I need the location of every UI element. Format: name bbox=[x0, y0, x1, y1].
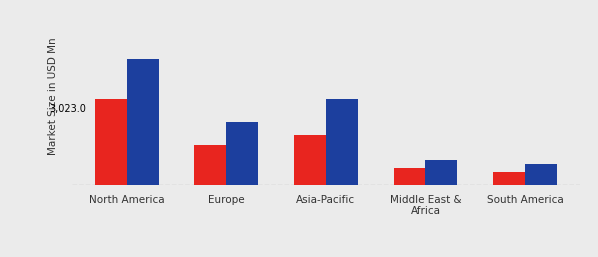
Text: 3,023.0: 3,023.0 bbox=[50, 104, 87, 114]
Bar bbox=[326, 99, 358, 185]
Bar bbox=[493, 172, 525, 185]
Bar bbox=[127, 59, 158, 185]
Y-axis label: Market Size in USD Mn: Market Size in USD Mn bbox=[48, 38, 58, 155]
Bar bbox=[226, 122, 258, 185]
Bar bbox=[194, 145, 226, 185]
Bar bbox=[426, 160, 457, 185]
Bar bbox=[294, 135, 326, 185]
Bar bbox=[95, 99, 127, 185]
Bar bbox=[393, 168, 426, 185]
Bar bbox=[525, 164, 557, 185]
